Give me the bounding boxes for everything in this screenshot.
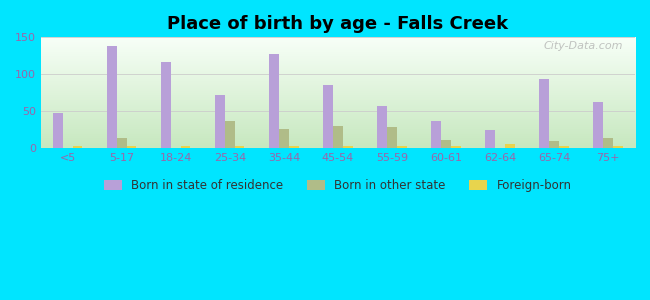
Bar bbox=[432, 122, 441, 148]
Bar bbox=[540, 79, 549, 148]
Bar bbox=[451, 146, 461, 148]
Bar bbox=[269, 54, 279, 148]
Bar bbox=[486, 130, 495, 148]
Bar bbox=[235, 146, 244, 148]
Text: City-Data.com: City-Data.com bbox=[543, 41, 623, 51]
Bar bbox=[505, 144, 515, 148]
Bar bbox=[378, 106, 387, 148]
Bar bbox=[289, 146, 298, 148]
Bar bbox=[441, 140, 451, 148]
Bar bbox=[73, 146, 83, 148]
Bar bbox=[613, 146, 623, 148]
Bar bbox=[396, 146, 406, 148]
Legend: Born in state of residence, Born in other state, Foreign-born: Born in state of residence, Born in othe… bbox=[105, 179, 571, 192]
Bar bbox=[107, 46, 117, 148]
Bar bbox=[127, 146, 136, 148]
Bar bbox=[387, 127, 396, 148]
Bar bbox=[323, 85, 333, 148]
Bar bbox=[593, 102, 603, 148]
Bar bbox=[161, 62, 171, 148]
Bar bbox=[549, 141, 559, 148]
Bar bbox=[559, 146, 569, 148]
Bar bbox=[343, 146, 352, 148]
Bar bbox=[181, 146, 190, 148]
Bar bbox=[333, 126, 343, 148]
Bar bbox=[117, 138, 127, 148]
Bar bbox=[215, 95, 225, 148]
Bar bbox=[225, 122, 235, 148]
Title: Place of birth by age - Falls Creek: Place of birth by age - Falls Creek bbox=[167, 15, 508, 33]
Bar bbox=[53, 112, 63, 148]
Bar bbox=[603, 138, 613, 148]
Bar bbox=[279, 129, 289, 148]
